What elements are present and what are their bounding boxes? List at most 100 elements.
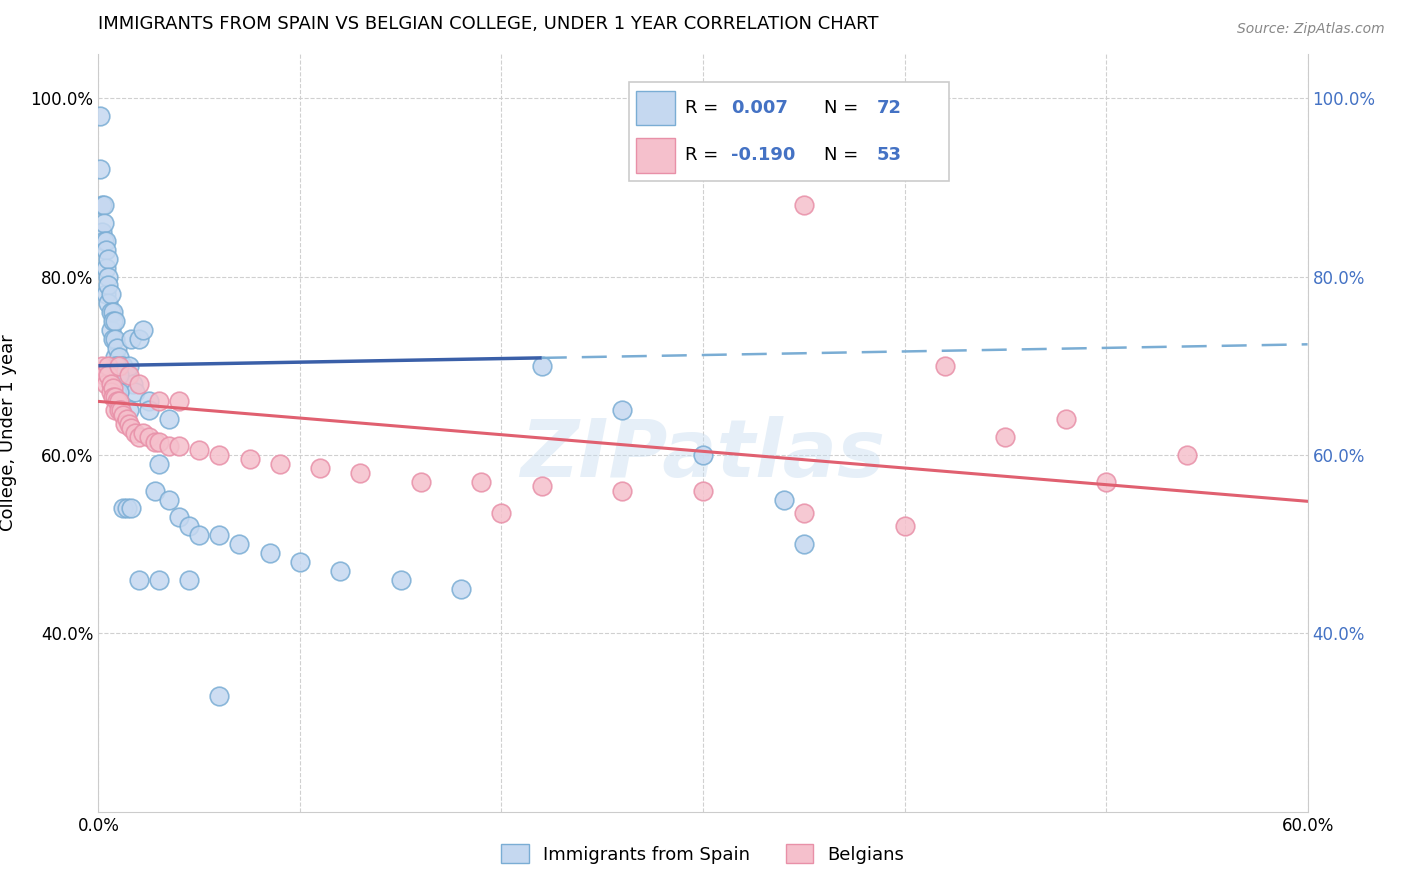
Point [107, 368, 129, 382]
Text: 72: 72 [877, 99, 901, 117]
Text: IMMIGRANTS FROM SPAIN VS BELGIAN COLLEGE, UNDER 1 YEAR CORRELATION CHART: IMMIGRANTS FROM SPAIN VS BELGIAN COLLEGE… [98, 14, 879, 32]
Point [1054, 412, 1077, 426]
Point [91, 359, 114, 373]
Point [269, 457, 291, 471]
Point [132, 323, 155, 337]
Point [128, 376, 150, 391]
Point [105, 341, 128, 355]
Point [107, 368, 129, 382]
Legend: Immigrants from Spain, Belgians: Immigrants from Spain, Belgians [495, 837, 911, 871]
Point [114, 376, 136, 391]
Point [612, 483, 634, 498]
Point [128, 332, 150, 346]
Point [143, 483, 166, 498]
Point [179, 573, 201, 587]
Point [138, 430, 160, 444]
Point [107, 403, 129, 417]
Point [115, 412, 138, 426]
Point [772, 492, 794, 507]
Point [148, 457, 170, 471]
Point [188, 528, 211, 542]
Point [105, 394, 128, 409]
Point [349, 466, 371, 480]
Text: 0.007: 0.007 [731, 99, 789, 117]
Point [128, 573, 150, 587]
Point [120, 421, 142, 435]
Point [118, 368, 141, 382]
Point [103, 390, 125, 404]
Point [692, 448, 714, 462]
Point [115, 501, 138, 516]
Point [793, 506, 815, 520]
Point [118, 417, 141, 431]
Point [96, 234, 118, 248]
Point [208, 448, 231, 462]
Point [994, 430, 1017, 444]
Text: -0.190: -0.190 [731, 146, 796, 164]
Point [692, 483, 714, 498]
Point [103, 332, 125, 346]
Point [91, 225, 114, 239]
Text: R =: R = [685, 99, 724, 117]
Point [114, 417, 136, 431]
Point [103, 350, 125, 364]
Point [100, 287, 122, 301]
Point [96, 376, 118, 391]
Point [97, 252, 120, 266]
Point [893, 519, 915, 533]
Point [128, 430, 150, 444]
Point [118, 359, 141, 373]
Point [793, 198, 815, 212]
Point [97, 296, 120, 310]
Point [111, 408, 134, 422]
Point [138, 394, 160, 409]
Text: N =: N = [824, 146, 863, 164]
Point [105, 359, 128, 373]
Point [97, 278, 120, 293]
Text: Source: ZipAtlas.com: Source: ZipAtlas.com [1237, 22, 1385, 37]
Point [101, 390, 124, 404]
Point [157, 492, 180, 507]
Point [103, 403, 125, 417]
Point [110, 403, 132, 417]
Point [89, 109, 111, 123]
Point [124, 425, 146, 440]
Point [450, 582, 472, 596]
Bar [636, 137, 675, 173]
Text: R =: R = [685, 146, 724, 164]
Point [100, 376, 122, 391]
Point [96, 260, 118, 275]
Point [148, 573, 170, 587]
Point [167, 510, 190, 524]
Point [101, 305, 124, 319]
Point [259, 546, 281, 560]
Point [157, 439, 180, 453]
Point [107, 394, 129, 409]
Point [167, 394, 190, 409]
Point [121, 376, 143, 391]
Point [1175, 448, 1198, 462]
Point [132, 425, 155, 440]
Point [120, 332, 142, 346]
Text: ZIPatlas: ZIPatlas [520, 417, 886, 494]
Point [188, 443, 211, 458]
Point [110, 376, 132, 391]
Point [329, 564, 352, 578]
Point [288, 555, 311, 569]
Point [111, 501, 134, 516]
Point [208, 689, 231, 703]
Point [93, 198, 115, 212]
Point [89, 162, 111, 177]
Point [91, 198, 114, 212]
Point [100, 323, 122, 337]
Point [1095, 475, 1118, 489]
Point [103, 314, 125, 328]
Point [157, 412, 180, 426]
Point [124, 385, 146, 400]
Point [101, 381, 124, 395]
Y-axis label: College, Under 1 year: College, Under 1 year [0, 334, 17, 531]
Point [530, 359, 553, 373]
Point [100, 305, 122, 319]
Point [148, 434, 170, 449]
Point [96, 287, 118, 301]
